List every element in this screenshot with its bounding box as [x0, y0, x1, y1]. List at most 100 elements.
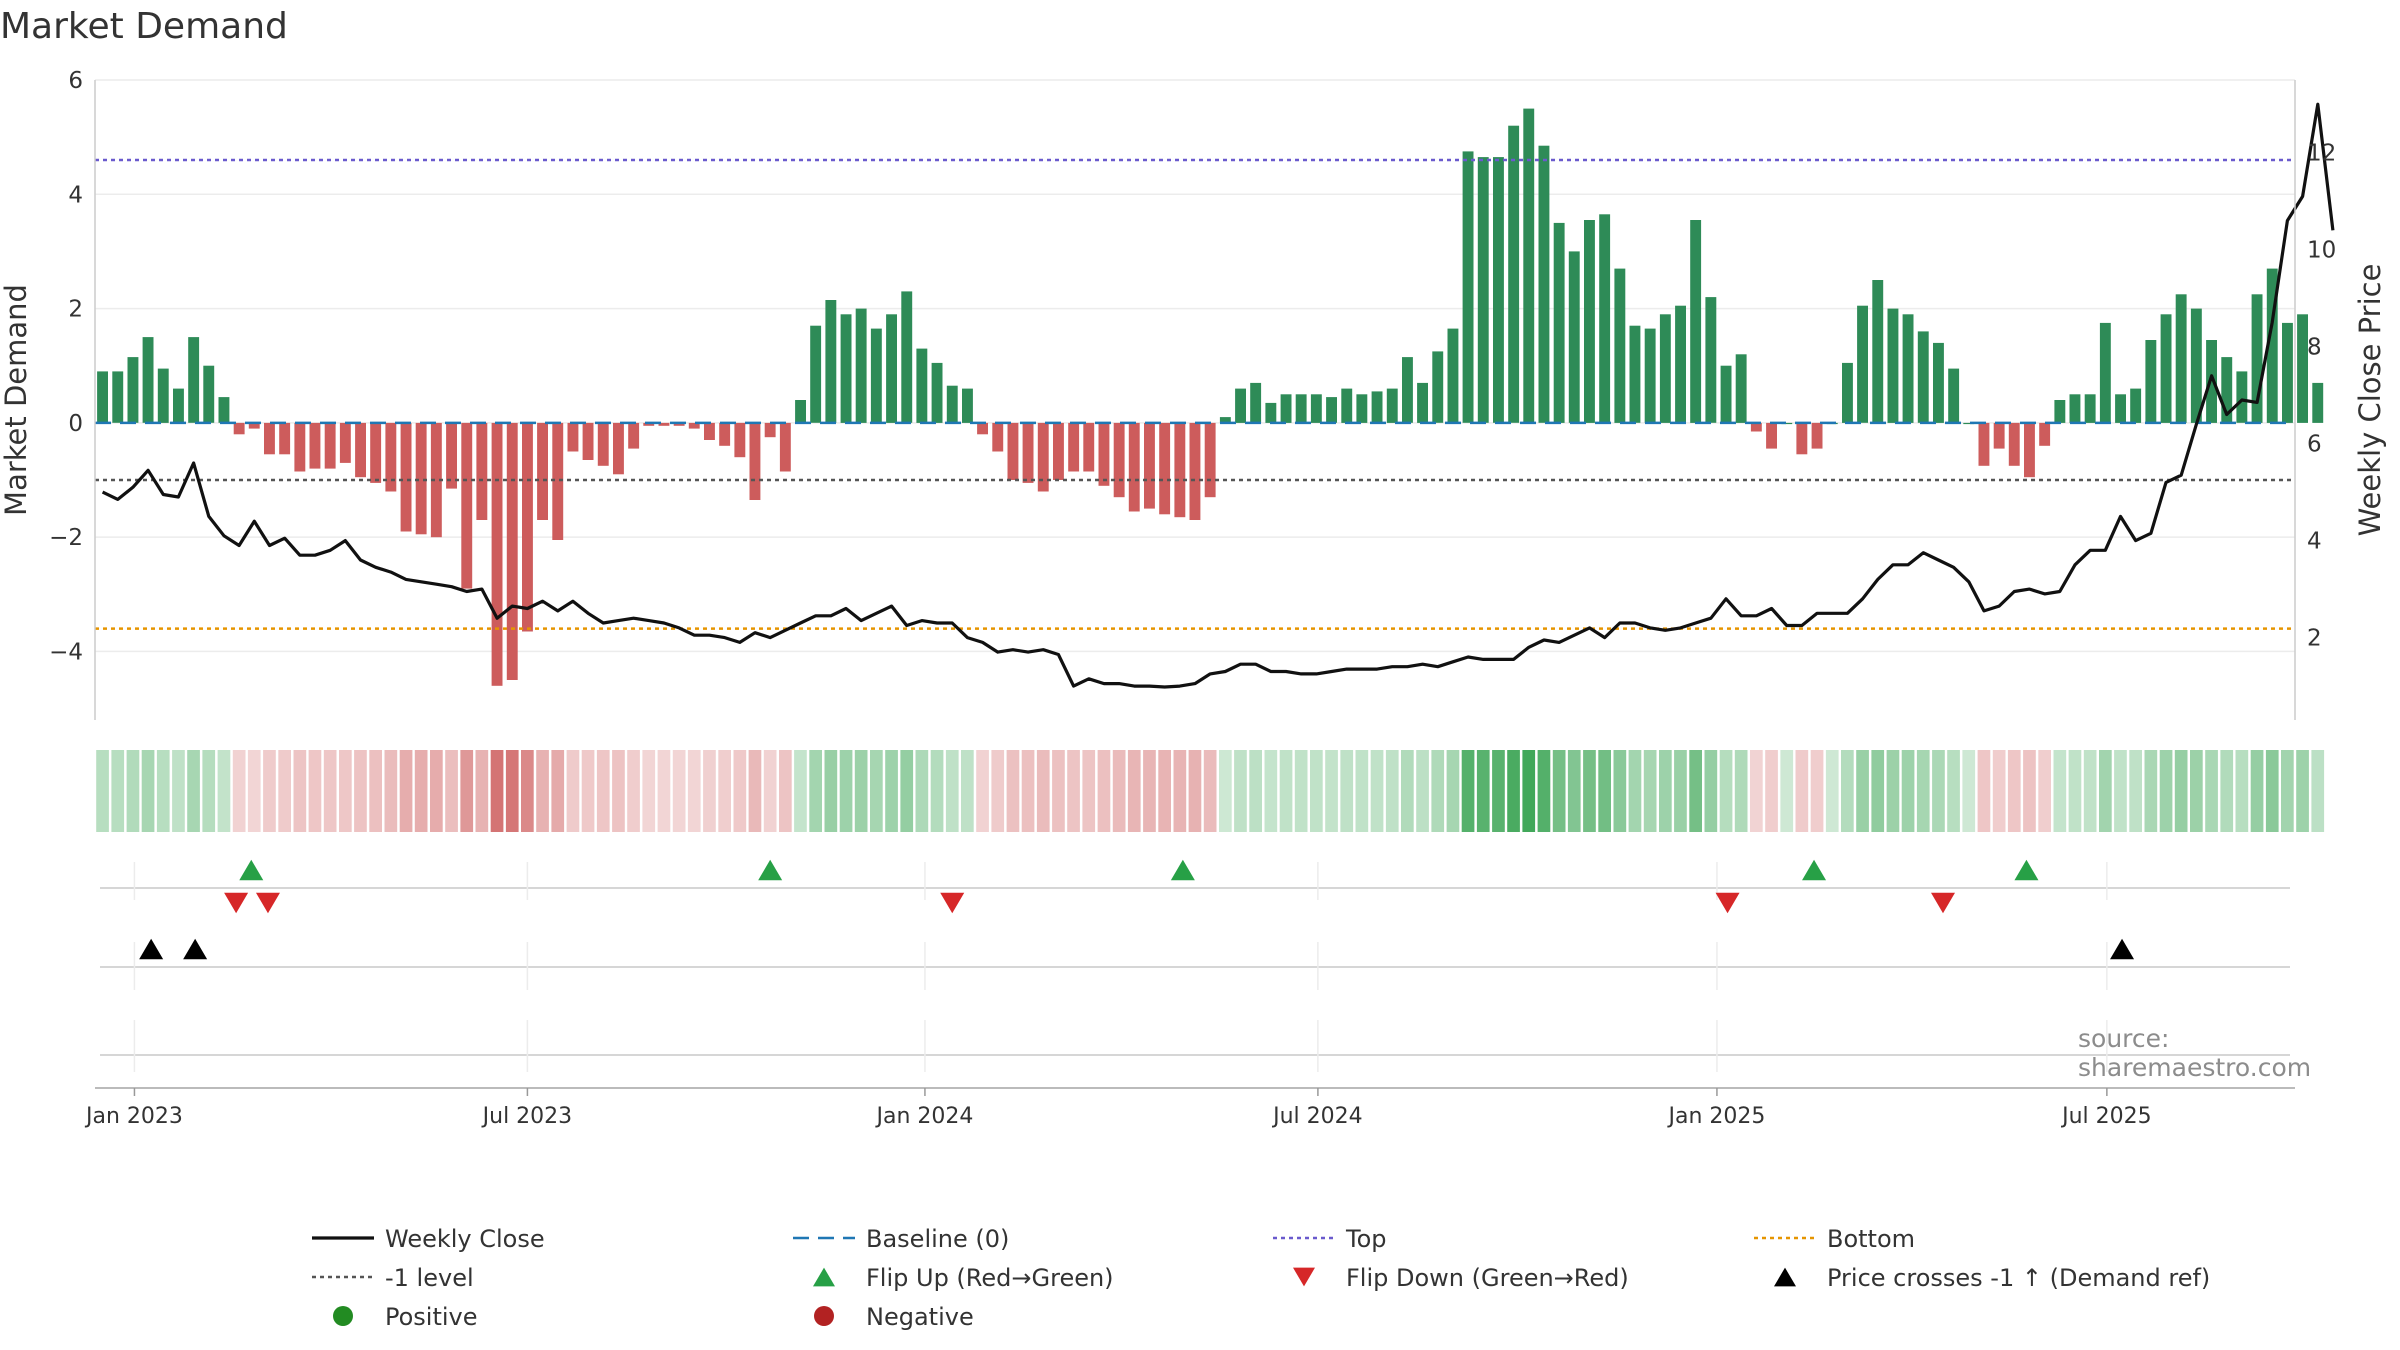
axes: 6 4 2 0 −2 −4 12 10 8 6 4 2 Market Demand Weekly Clos…: [0, 68, 2387, 720]
price-line-layer: [101, 102, 2335, 689]
heat-cell: [2296, 750, 2309, 832]
legend-label: Flip Up (Red→Green): [866, 1264, 1114, 1292]
positive-demand-bar: [1310, 394, 1322, 423]
price-cross-marker: [2110, 938, 2135, 960]
positive-demand-bar: [870, 328, 882, 423]
legend-swatch-triangle-up: [1774, 1267, 1796, 1287]
negative-demand-bar: [779, 422, 791, 472]
left-tick-label: −2: [49, 525, 83, 551]
negative-demand-bar: [628, 422, 640, 449]
negative-demand-bar: [613, 422, 624, 475]
heat-cell: [1598, 750, 1611, 832]
heat-cell: [1097, 750, 1111, 832]
positive-demand-bar: [97, 371, 108, 423]
heat-cell: [581, 750, 595, 832]
negative-demand-bar: [734, 422, 746, 458]
positive-demand-bar: [1402, 357, 1413, 423]
heat-cell: [505, 750, 519, 832]
positive-demand-bar: [1568, 251, 1580, 423]
heat-cell: [1719, 750, 1733, 832]
positive-demand-bar: [2236, 371, 2248, 423]
positive-demand-bar: [1781, 422, 1793, 425]
negative-demand-bar: [2039, 422, 2051, 446]
heat-cell: [1841, 750, 1854, 832]
positive-demand-bar: [1477, 157, 1489, 423]
legend-label: Positive: [385, 1303, 478, 1331]
negative-demand-bar: [597, 422, 609, 466]
positive-demand-bar: [2206, 340, 2217, 423]
heat-cell: [1446, 750, 1460, 832]
left-tick-label: 0: [68, 411, 83, 437]
positive-demand-bar: [188, 337, 200, 423]
positive-demand-bar: [1326, 397, 1337, 423]
legend-label: Flip Down (Green→Red): [1346, 1264, 1629, 1292]
legend-label: -1 level: [385, 1264, 474, 1292]
heat-cell: [1659, 750, 1672, 832]
heat-cell: [354, 750, 367, 832]
positive-demand-bar: [203, 365, 215, 423]
heat-cell: [1856, 750, 1869, 832]
heat-cell: [96, 750, 109, 832]
heat-cell: [1765, 750, 1778, 832]
heat-cell: [2099, 750, 2112, 832]
positive-demand-bar: [1250, 382, 1262, 423]
x-tick-label: Jul 2025: [2060, 1104, 2152, 1129]
positive-demand-bar: [1493, 157, 1504, 423]
heat-cell: [1825, 750, 1839, 832]
positive-demand-bar: [2190, 308, 2202, 423]
positive-demand-bar: [916, 348, 928, 423]
legend-swatch-circle: [333, 1306, 353, 1326]
negative-demand-bar: [1068, 422, 1080, 472]
heat-cell: [1158, 750, 1171, 832]
heat-cell: [126, 750, 140, 832]
heat-cell: [308, 750, 322, 832]
heat-cell: [854, 750, 868, 832]
right-tick-label: 2: [2307, 626, 2322, 652]
negative-demand-bar: [658, 422, 670, 426]
positive-demand-bar: [1735, 354, 1747, 423]
heat-cell: [657, 750, 671, 832]
heat-cell: [1310, 750, 1323, 832]
right-tick-label: 4: [2307, 529, 2322, 555]
positive-demand-bar: [1356, 394, 1368, 423]
positive-demand-bar: [157, 368, 169, 423]
heat-cell: [1370, 750, 1384, 832]
heat-cell: [1082, 750, 1096, 832]
left-tick-label: −4: [49, 639, 83, 665]
positive-demand-bar: [142, 337, 154, 423]
demand-heat-strip: [96, 750, 2325, 832]
heat-cell: [1219, 750, 1232, 832]
positive-demand-bar: [2084, 394, 2096, 423]
heat-cell: [293, 750, 307, 832]
positive-demand-bar: [2160, 314, 2172, 423]
positive-demand-bar: [1371, 391, 1383, 423]
negative-demand-bar: [264, 422, 275, 455]
heat-cell: [490, 750, 504, 832]
positive-demand-bar: [1705, 297, 1717, 423]
positive-demand-bar: [1599, 214, 1611, 423]
heat-cell: [1901, 750, 1915, 832]
positive-demand-bar: [218, 397, 230, 423]
legend-label: Weekly Close: [385, 1225, 545, 1253]
positive-demand-bar: [2251, 294, 2263, 423]
negative-demand-bar: [506, 422, 518, 680]
heat-cell: [1750, 750, 1763, 832]
heat-cell: [1279, 750, 1293, 832]
negative-demand-bar: [2024, 422, 2035, 478]
price-cross-marker: [139, 938, 164, 960]
heat-cell: [1036, 750, 1050, 832]
positive-demand-bar: [1857, 305, 1868, 423]
positive-demand-bar: [1963, 422, 1975, 425]
heat-cell: [156, 750, 170, 832]
legend-label: Negative: [866, 1303, 974, 1331]
heat-cell: [1674, 750, 1687, 832]
heat-cell: [748, 750, 762, 832]
negative-demand-bar: [400, 422, 412, 532]
negative-demand-bar: [1750, 422, 1762, 432]
heat-cell: [1067, 750, 1080, 832]
x-tick-label: Jan 2023: [84, 1104, 183, 1129]
heat-cell: [2265, 750, 2279, 832]
negative-demand-bar: [279, 422, 291, 455]
negative-demand-bar: [749, 422, 761, 500]
negative-demand-bar: [582, 422, 594, 460]
